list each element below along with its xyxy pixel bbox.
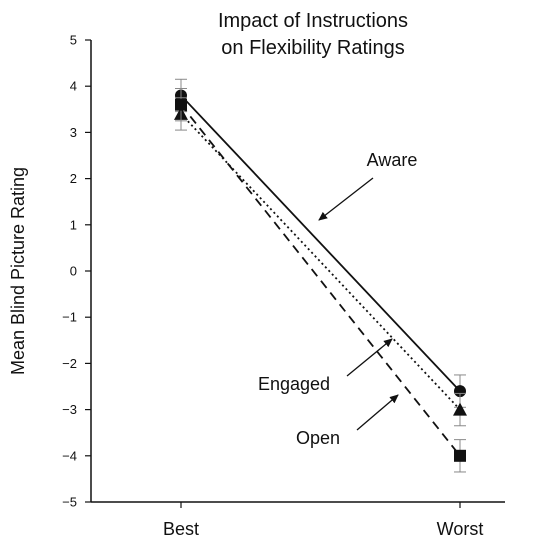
y-tick-label: −4 — [62, 448, 77, 463]
x-category-label: Worst — [437, 519, 484, 539]
data-point-open — [175, 98, 187, 111]
y-tick-label: −5 — [62, 495, 77, 510]
x-axis-categories: Best Worst — [163, 502, 483, 539]
series-lines — [180, 94, 461, 457]
annotation-label-aware: Aware — [367, 150, 418, 170]
chart-title-line-2: on Flexibility Ratings — [221, 37, 404, 59]
y-axis-label: Mean Blind Picture Rating — [8, 167, 28, 375]
series-markers — [174, 78, 467, 473]
data-point-engaged — [453, 402, 467, 416]
annotations: Aware Engaged Open — [258, 150, 417, 448]
x-category-label: Best — [163, 519, 199, 539]
y-tick-label: −3 — [62, 402, 77, 417]
y-tick-label: −1 — [62, 310, 77, 325]
annotation-arrow-aware — [318, 177, 374, 221]
data-point-open — [454, 449, 466, 462]
y-tick-label: 3 — [70, 125, 77, 140]
y-tick-label: 0 — [70, 264, 77, 279]
y-tick-label: 1 — [70, 217, 77, 232]
annotation-label-open: Open — [296, 428, 340, 448]
y-tick-label: 4 — [70, 79, 77, 94]
y-tick-label: 2 — [70, 171, 77, 186]
y-axis-ticks: 5 4 3 2 1 0 −1 −2 −3 −4 −5 — [62, 33, 91, 510]
data-point-aware — [454, 385, 466, 398]
annotation-label-engaged: Engaged — [258, 374, 330, 394]
series-line-aware — [180, 94, 461, 392]
annotation-arrow-open — [356, 394, 399, 431]
y-tick-label: −2 — [62, 356, 77, 371]
chart-title-line-1: Impact of Instructions — [218, 10, 408, 32]
series-line-open — [180, 104, 461, 457]
y-tick-label: 5 — [70, 33, 77, 48]
annotation-arrow-engaged — [346, 338, 393, 377]
